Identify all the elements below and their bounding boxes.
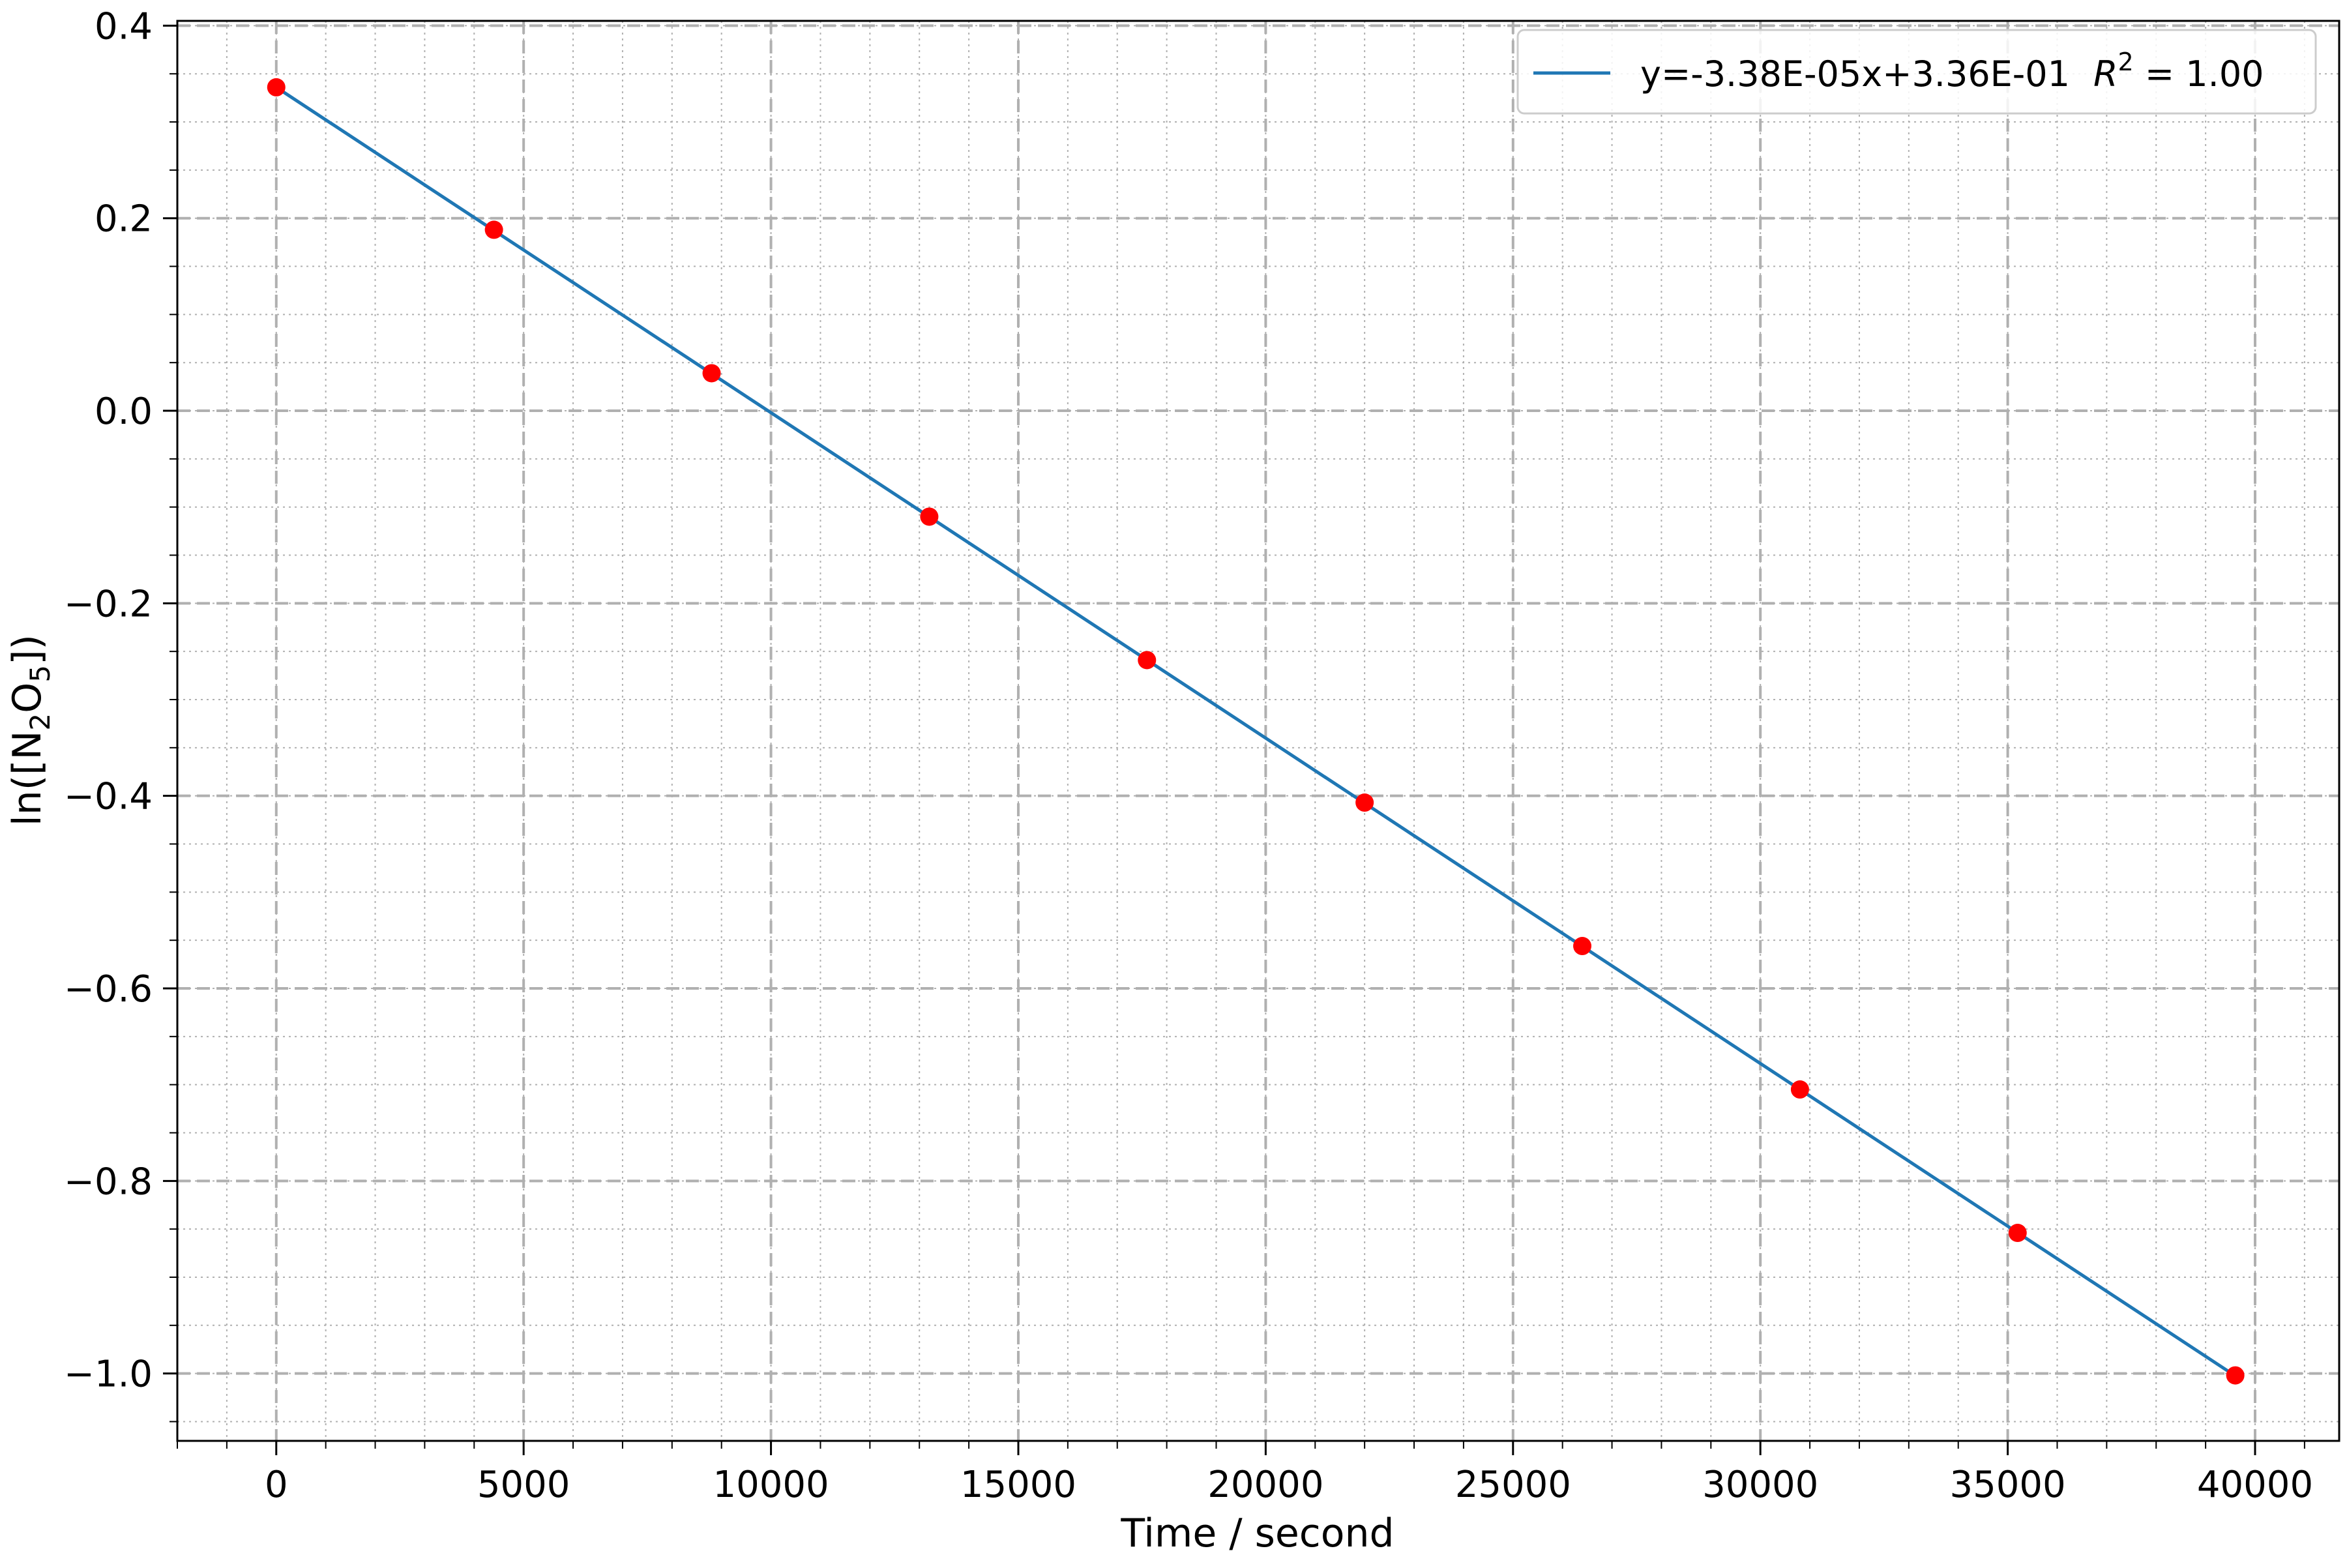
x-tick-label: 15000 bbox=[960, 1464, 1076, 1506]
x-tick-label: 20000 bbox=[1207, 1464, 1323, 1506]
y-tick-label: 0.4 bbox=[95, 5, 153, 48]
legend: y=-3.38E-05x+3.36E-01 R2 = 1.00 bbox=[1516, 29, 2317, 115]
data-point bbox=[1573, 937, 1592, 956]
x-axis-label: Time / second bbox=[1120, 1511, 1394, 1556]
x-tick-label: 35000 bbox=[1950, 1464, 2066, 1506]
ticks-layer bbox=[163, 24, 2305, 1455]
data-point bbox=[267, 78, 286, 96]
data-point bbox=[484, 220, 503, 239]
y-tick-label: 0.0 bbox=[95, 391, 153, 433]
y-tick-label: −0.2 bbox=[64, 583, 153, 625]
legend-box bbox=[1516, 29, 2317, 115]
data-point bbox=[1790, 1080, 1809, 1099]
legend-label: y=-3.38E-05x+3.36E-01 R2 = 1.00 bbox=[1640, 48, 2264, 95]
data-point bbox=[1138, 651, 1157, 670]
y-tick-label: −0.8 bbox=[64, 1161, 153, 1203]
x-tick-label: 10000 bbox=[713, 1464, 829, 1506]
x-tick-label: 30000 bbox=[1702, 1464, 1818, 1506]
tick-labels: 0 5000 10000 15000 20000 25000 30000 35000 40000… bbox=[64, 5, 2313, 1506]
data-point bbox=[2008, 1224, 2027, 1243]
data-point bbox=[1355, 793, 1374, 812]
x-tick-label: 25000 bbox=[1455, 1464, 1571, 1506]
data-point bbox=[702, 364, 721, 383]
series-layer bbox=[267, 78, 2245, 1385]
x-tick-label: 5000 bbox=[477, 1464, 570, 1506]
fit-line bbox=[275, 85, 2237, 1378]
y-tick-label: 0.2 bbox=[95, 198, 153, 241]
y-tick-label: −0.6 bbox=[64, 968, 153, 1011]
x-tick-label: 40000 bbox=[2197, 1464, 2313, 1506]
plot-frame bbox=[176, 20, 2340, 1442]
y-axis-label: ln([N2O5]) bbox=[5, 634, 56, 826]
major-grid bbox=[177, 21, 2339, 1441]
y-tick-label: −0.4 bbox=[64, 776, 153, 818]
data-point bbox=[920, 507, 939, 526]
data-point bbox=[2226, 1366, 2245, 1385]
y-tick-label: −1.0 bbox=[64, 1354, 153, 1396]
x-tick-label: 0 bbox=[265, 1464, 288, 1506]
